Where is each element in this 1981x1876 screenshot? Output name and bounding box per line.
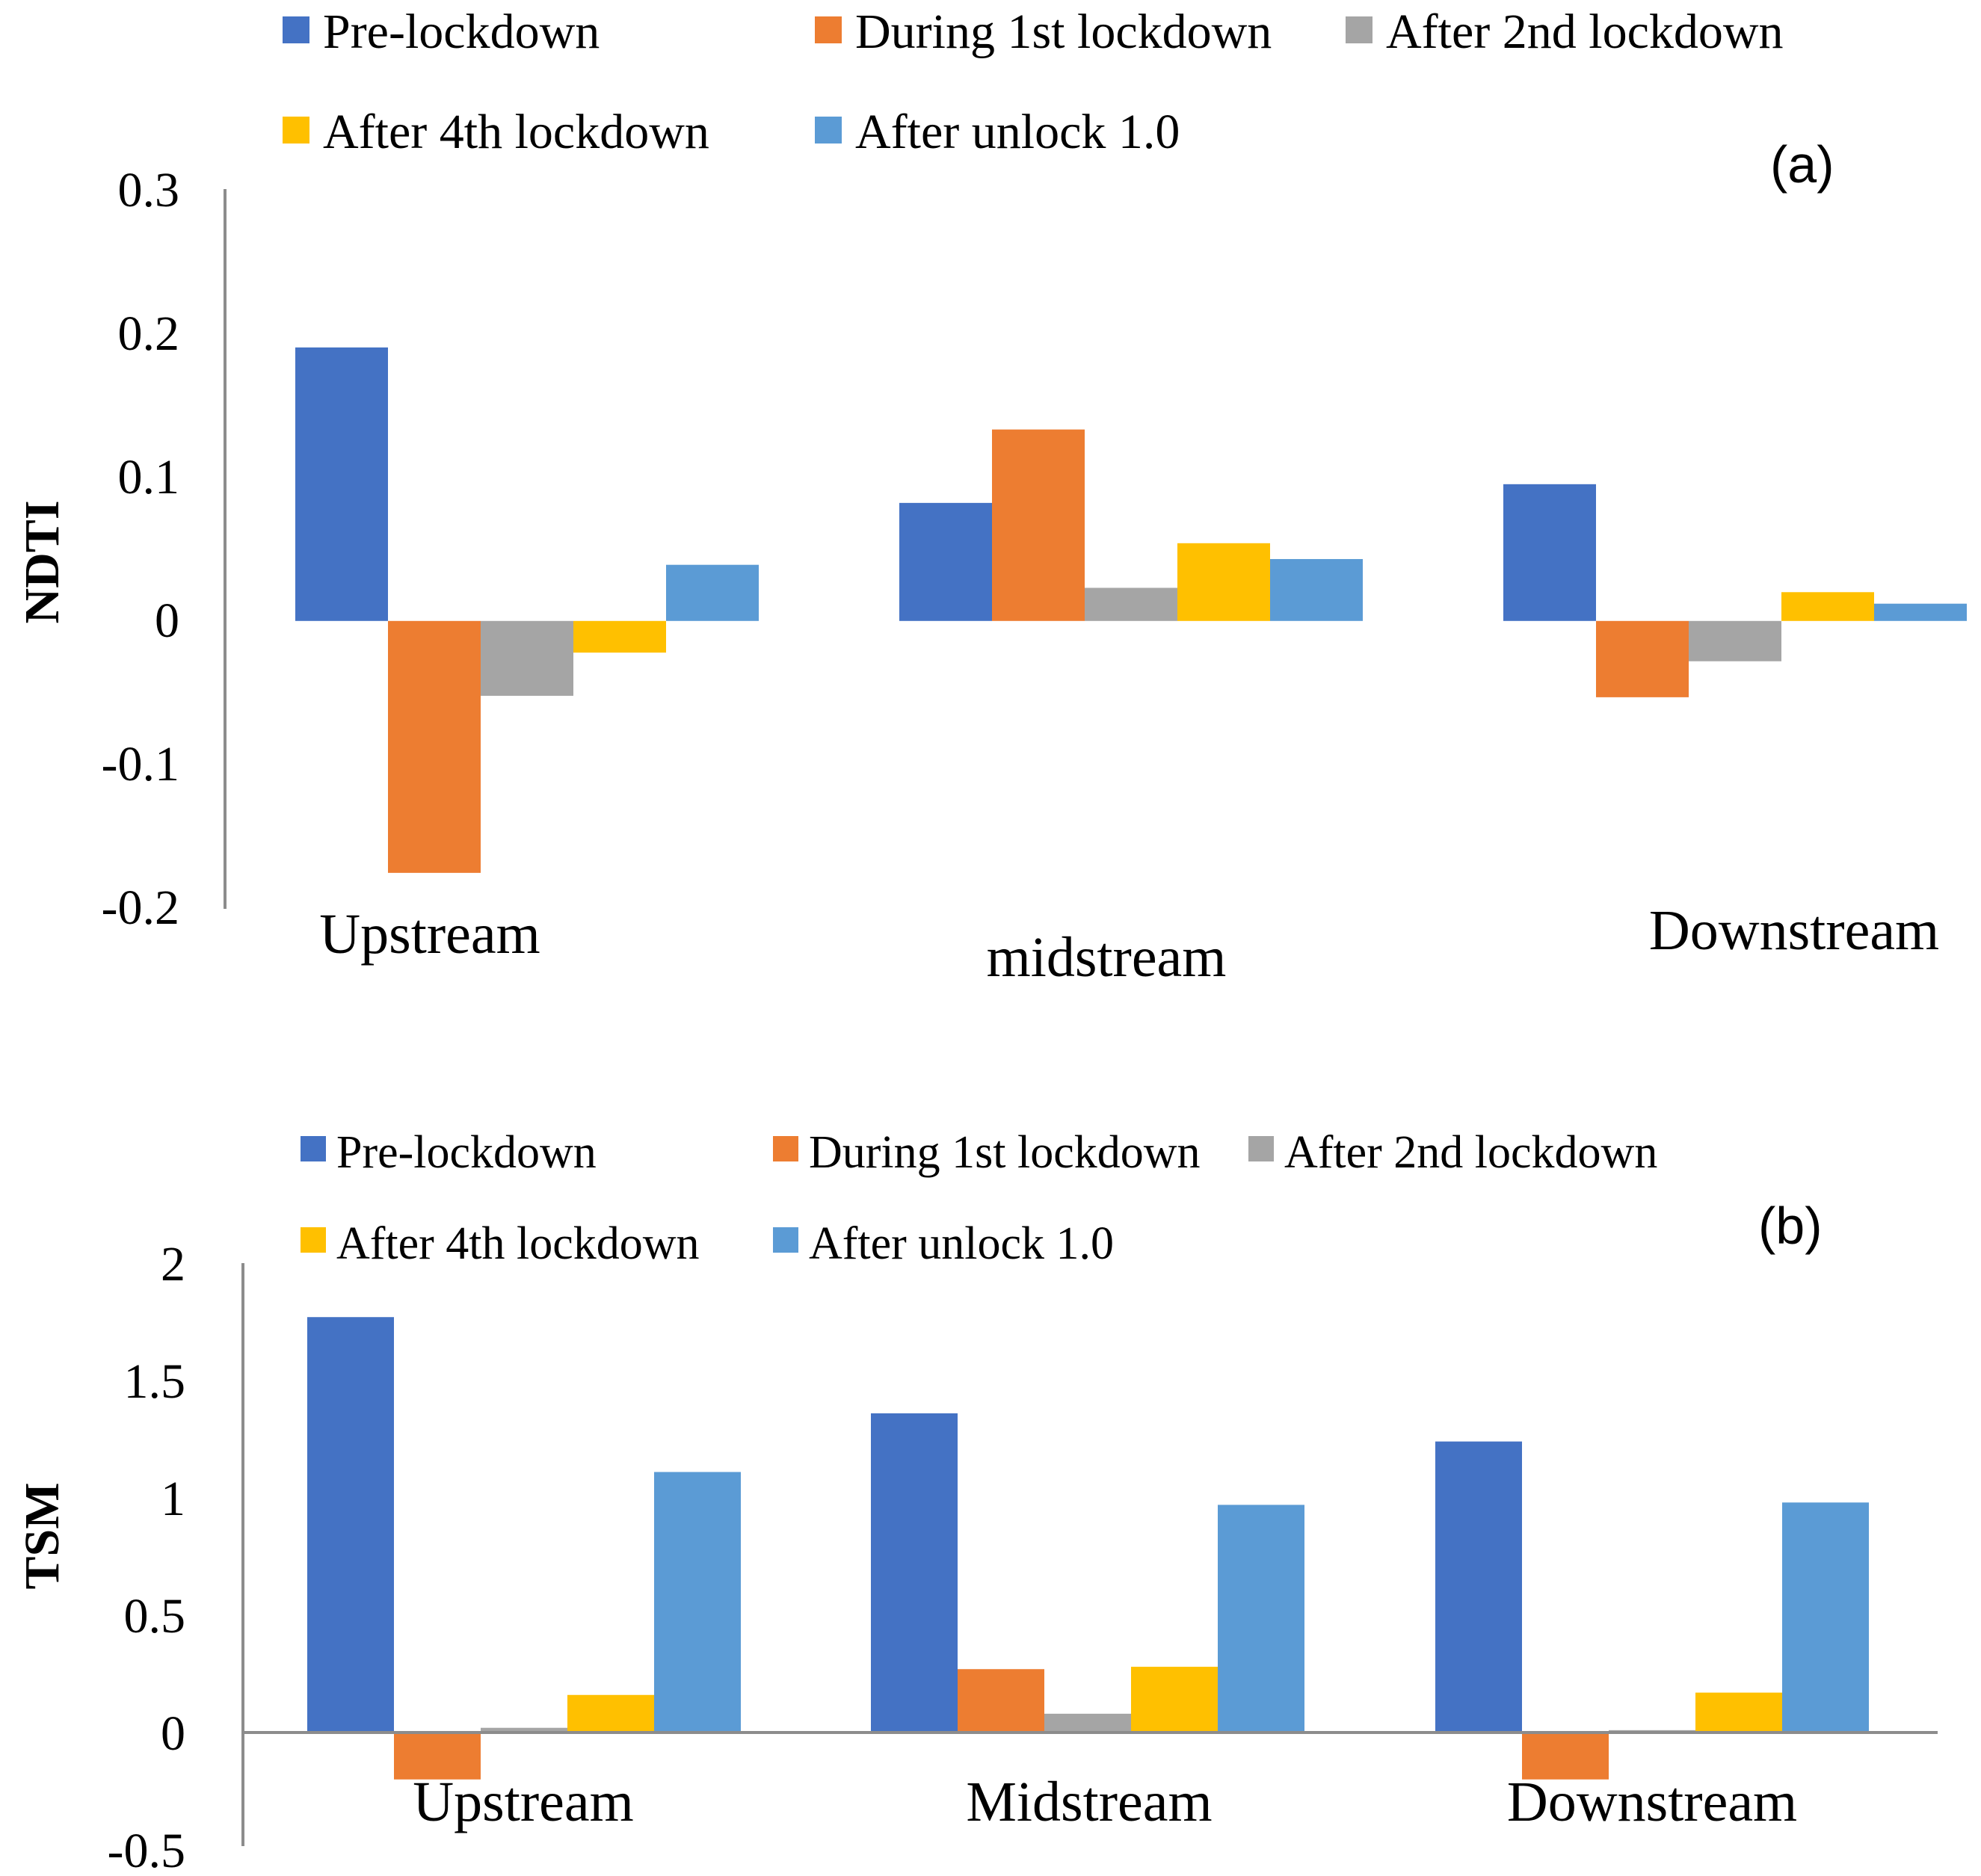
legend-label: After unlock 1.0 <box>809 1218 1114 1269</box>
legend-label: After 2nd lockdown <box>1284 1127 1657 1178</box>
x-category-label-upstream: Upstream <box>413 1771 633 1833</box>
y-tick-label: 1 <box>161 1472 185 1526</box>
panel-label-b: (b) <box>1758 1197 1823 1255</box>
chart-panel-b: Pre-lockdown During 1st lockdown After 2… <box>15 1127 1938 1876</box>
bar-midstream-after-unlock-1-0 <box>1270 558 1363 621</box>
y-tick-label: 0 <box>161 1706 185 1761</box>
legend-label: Pre-lockdown <box>323 4 600 59</box>
legend-item-after-unlock-1-0: After unlock 1.0 <box>773 1218 1114 1269</box>
legend-label: After 2nd lockdown <box>1386 4 1784 59</box>
legend-a: Pre-lockdown During 1st lockdown After 2… <box>283 4 1784 159</box>
y-tick-label: -0.1 <box>102 737 179 792</box>
bar-upstream-after-2nd-lockdown <box>481 1727 567 1732</box>
x-category-labels-b: Upstream Midstream Downstream <box>413 1771 1797 1833</box>
bar-midstream-during-1st-lockdown <box>992 429 1085 621</box>
legend-swatch <box>283 16 309 43</box>
bars-a <box>295 347 1967 873</box>
x-category-label-downstream: Downstream <box>1649 899 1939 962</box>
bar-midstream-pre-lockdown <box>871 1413 958 1732</box>
legend-item-during-1st-lockdown: During 1st lockdown <box>773 1127 1201 1178</box>
y-axis-label-ndti: NDTI <box>15 500 70 623</box>
y-tick-label: -0.5 <box>108 1824 185 1876</box>
legend-item-after-4th-lockdown: After 4th lockdown <box>283 105 709 159</box>
bar-downstream-during-1st-lockdown <box>1596 620 1689 697</box>
y-tick-labels-b: 2 1.5 1 0.5 0 -0.5 <box>108 1237 185 1876</box>
legend-swatch <box>283 117 309 144</box>
legend-swatch <box>1346 16 1372 43</box>
bar-upstream-pre-lockdown <box>295 347 388 621</box>
legend-item-during-1st-lockdown: During 1st lockdown <box>815 4 1272 59</box>
bar-upstream-during-1st-lockdown <box>394 1732 481 1780</box>
bar-midstream-after-4th-lockdown <box>1131 1667 1218 1732</box>
legend-item-after-2nd-lockdown: After 2nd lockdown <box>1248 1127 1657 1178</box>
x-category-label-upstream: Upstream <box>319 903 540 966</box>
x-category-label-midstream: Midstream <box>966 1771 1212 1833</box>
legend-label: After unlock 1.0 <box>855 105 1180 159</box>
bar-upstream-after-4th-lockdown <box>573 620 666 653</box>
bar-upstream-pre-lockdown <box>307 1317 394 1732</box>
legend-item-pre-lockdown: Pre-lockdown <box>301 1127 597 1178</box>
x-category-label-downstream: Downstream <box>1507 1771 1797 1833</box>
chart-panel-a: Pre-lockdown During 1st lockdown After 2… <box>15 4 1967 989</box>
bar-upstream-during-1st-lockdown <box>388 620 481 873</box>
legend-item-after-2nd-lockdown: After 2nd lockdown <box>1346 4 1784 59</box>
legend-label: During 1st lockdown <box>809 1127 1201 1178</box>
legend-swatch <box>773 1227 798 1253</box>
y-tick-label: 0.5 <box>124 1589 186 1644</box>
legend-label: During 1st lockdown <box>855 4 1272 59</box>
bar-upstream-after-2nd-lockdown <box>481 620 573 696</box>
legend-label: After 4th lockdown <box>336 1218 700 1269</box>
bar-downstream-pre-lockdown <box>1503 484 1596 621</box>
y-axis-label-tsm: TSM <box>15 1482 70 1589</box>
y-tick-labels-a: 0.3 0.2 0.1 0 -0.1 -0.2 <box>102 163 179 935</box>
y-tick-label: 0 <box>155 593 179 648</box>
bar-downstream-after-4th-lockdown <box>1781 592 1874 621</box>
legend-swatch <box>301 1227 326 1253</box>
legend-swatch <box>815 117 842 144</box>
bar-midstream-during-1st-lockdown <box>958 1669 1044 1732</box>
bars-b <box>307 1317 1869 1780</box>
x-category-labels-a: Upstream midstream Downstream <box>319 899 1939 989</box>
legend-item-after-4th-lockdown: After 4th lockdown <box>301 1218 700 1269</box>
legend-item-after-unlock-1-0: After unlock 1.0 <box>815 105 1180 159</box>
bar-downstream-during-1st-lockdown <box>1522 1732 1609 1780</box>
bar-midstream-after-4th-lockdown <box>1177 543 1270 621</box>
legend-swatch <box>1248 1136 1274 1161</box>
y-tick-label: 0.3 <box>118 163 180 217</box>
bar-downstream-after-unlock-1-0 <box>1782 1502 1869 1732</box>
bar-midstream-pre-lockdown <box>899 502 992 621</box>
x-category-label-midstream: midstream <box>987 926 1227 989</box>
legend-label: Pre-lockdown <box>336 1127 597 1178</box>
y-tick-label: -0.2 <box>102 880 179 935</box>
legend-swatch <box>815 16 842 43</box>
bar-downstream-pre-lockdown <box>1435 1441 1522 1732</box>
bar-midstream-after-unlock-1-0 <box>1218 1505 1304 1732</box>
bar-upstream-after-4th-lockdown <box>567 1694 654 1732</box>
legend-label: After 4th lockdown <box>323 105 709 159</box>
y-tick-label: 1.5 <box>124 1354 186 1409</box>
bar-upstream-after-unlock-1-0 <box>666 564 759 621</box>
bar-downstream-after-2nd-lockdown <box>1689 620 1781 661</box>
y-tick-label: 0.2 <box>118 306 180 361</box>
legend-b: Pre-lockdown During 1st lockdown After 2… <box>301 1127 1657 1269</box>
bar-midstream-after-2nd-lockdown <box>1044 1713 1131 1732</box>
y-tick-label: 0.1 <box>118 450 180 505</box>
panel-label-a: (a) <box>1770 135 1834 194</box>
legend-swatch <box>301 1136 326 1161</box>
bar-downstream-after-unlock-1-0 <box>1874 603 1967 621</box>
y-tick-label: 2 <box>161 1237 185 1292</box>
bar-midstream-after-2nd-lockdown <box>1085 587 1177 621</box>
bar-downstream-after-4th-lockdown <box>1695 1692 1782 1732</box>
bar-upstream-after-unlock-1-0 <box>654 1472 741 1732</box>
legend-item-pre-lockdown: Pre-lockdown <box>283 4 600 59</box>
legend-swatch <box>773 1136 798 1161</box>
